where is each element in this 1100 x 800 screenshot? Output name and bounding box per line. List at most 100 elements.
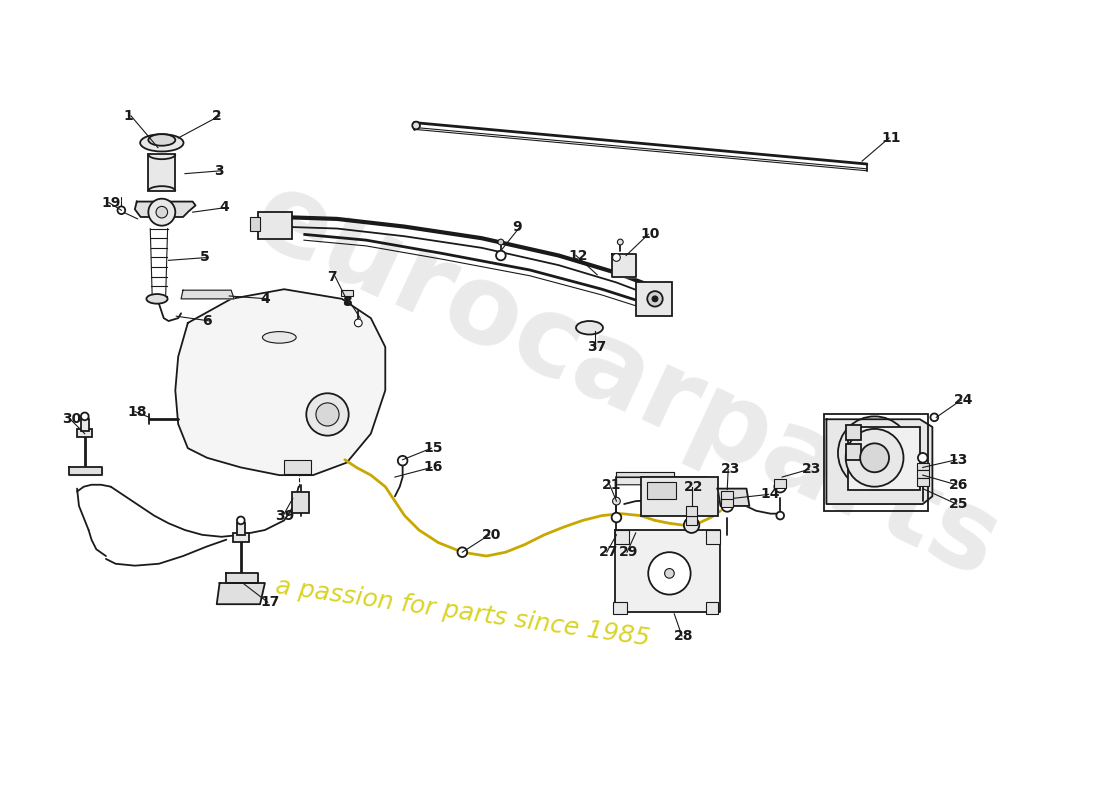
Bar xyxy=(706,602,717,614)
Circle shape xyxy=(664,569,674,578)
Bar xyxy=(615,530,629,545)
Text: 9: 9 xyxy=(513,220,522,234)
Text: 5: 5 xyxy=(200,250,210,265)
Bar xyxy=(77,429,92,437)
Text: 16: 16 xyxy=(424,461,443,474)
Text: 2: 2 xyxy=(212,109,222,123)
Text: 1: 1 xyxy=(123,109,133,123)
Text: 15: 15 xyxy=(424,441,443,455)
Text: 3: 3 xyxy=(213,164,223,178)
Circle shape xyxy=(917,453,927,462)
Bar xyxy=(917,470,928,478)
Text: 27: 27 xyxy=(600,545,618,559)
Circle shape xyxy=(612,513,621,522)
Text: 23: 23 xyxy=(720,462,740,476)
Circle shape xyxy=(412,122,420,130)
Text: 13: 13 xyxy=(949,453,968,466)
Bar xyxy=(613,602,627,614)
Text: 21: 21 xyxy=(602,478,621,492)
Text: 24: 24 xyxy=(954,393,974,407)
Circle shape xyxy=(860,443,889,472)
Circle shape xyxy=(398,456,407,466)
Bar xyxy=(81,419,89,431)
Polygon shape xyxy=(616,477,713,485)
Circle shape xyxy=(777,512,784,519)
Polygon shape xyxy=(182,290,234,299)
Text: 28: 28 xyxy=(674,629,694,643)
Bar xyxy=(846,425,861,441)
Bar xyxy=(685,506,697,515)
Bar xyxy=(685,515,697,526)
Text: 4: 4 xyxy=(260,292,270,306)
Ellipse shape xyxy=(263,332,296,343)
Bar xyxy=(341,290,352,296)
Circle shape xyxy=(613,254,620,262)
Circle shape xyxy=(774,481,786,493)
Polygon shape xyxy=(135,202,196,217)
Text: 20: 20 xyxy=(482,528,500,542)
Text: 26: 26 xyxy=(949,478,968,492)
Bar xyxy=(251,217,260,231)
Circle shape xyxy=(498,239,504,245)
Circle shape xyxy=(931,414,938,421)
Polygon shape xyxy=(616,472,674,477)
Polygon shape xyxy=(227,574,258,583)
Text: 14: 14 xyxy=(761,487,780,502)
Text: 10: 10 xyxy=(640,227,660,242)
Circle shape xyxy=(156,206,167,218)
Text: 37: 37 xyxy=(587,340,607,354)
Text: 29: 29 xyxy=(619,545,639,559)
Circle shape xyxy=(617,239,624,245)
Bar xyxy=(846,444,861,460)
Text: 19: 19 xyxy=(101,195,121,210)
Bar xyxy=(647,482,676,499)
Bar xyxy=(722,490,733,499)
Bar xyxy=(640,477,717,515)
Bar xyxy=(848,427,920,490)
Circle shape xyxy=(118,206,125,214)
Circle shape xyxy=(148,198,175,226)
Polygon shape xyxy=(826,419,933,504)
Polygon shape xyxy=(717,489,749,506)
Text: 39: 39 xyxy=(275,509,295,522)
Bar xyxy=(258,212,292,239)
Circle shape xyxy=(81,413,89,420)
Circle shape xyxy=(684,518,700,533)
Bar xyxy=(636,282,672,316)
Text: 11: 11 xyxy=(881,131,901,145)
Text: 8: 8 xyxy=(342,294,352,309)
Circle shape xyxy=(846,429,903,486)
Bar xyxy=(706,530,721,545)
Bar xyxy=(284,460,311,474)
Circle shape xyxy=(652,296,658,302)
Bar xyxy=(722,498,733,507)
Polygon shape xyxy=(612,254,636,277)
Text: 30: 30 xyxy=(63,412,81,426)
Text: 18: 18 xyxy=(128,405,146,418)
Polygon shape xyxy=(615,530,720,612)
Text: 7: 7 xyxy=(328,270,337,284)
Ellipse shape xyxy=(148,134,175,146)
Text: a passion for parts since 1985: a passion for parts since 1985 xyxy=(274,574,651,650)
Circle shape xyxy=(647,291,662,306)
Text: 25: 25 xyxy=(949,497,968,511)
Bar xyxy=(917,462,928,470)
Bar xyxy=(236,523,244,535)
Circle shape xyxy=(648,552,691,594)
Text: 23: 23 xyxy=(802,462,821,476)
Circle shape xyxy=(306,394,349,436)
Bar xyxy=(292,491,309,513)
Text: 22: 22 xyxy=(684,480,703,494)
Bar xyxy=(774,479,786,488)
Text: eurocarparts: eurocarparts xyxy=(236,161,1015,601)
Polygon shape xyxy=(175,290,385,475)
Bar xyxy=(148,154,175,191)
Ellipse shape xyxy=(140,134,184,151)
Circle shape xyxy=(354,319,362,326)
Bar xyxy=(917,478,928,486)
Text: 6: 6 xyxy=(202,314,212,328)
Polygon shape xyxy=(217,583,265,604)
Text: 17: 17 xyxy=(260,595,279,610)
Polygon shape xyxy=(69,467,102,475)
Circle shape xyxy=(613,498,620,505)
